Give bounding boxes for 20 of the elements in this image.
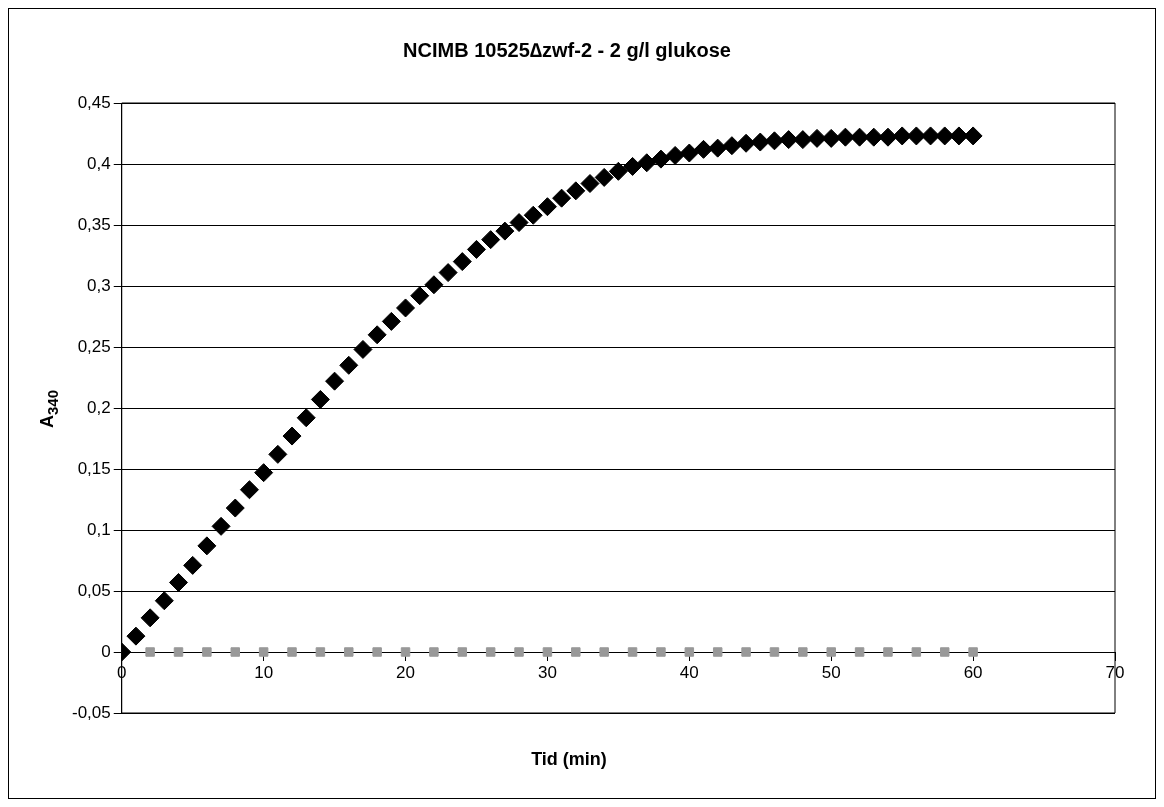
y-tick-label: 0,2: [87, 397, 111, 417]
x-tick-label: 40: [679, 662, 699, 682]
x-tick-label: 30: [537, 662, 557, 682]
chart-title: NCIMB 10525∆zwf-2 - 2 g/l glukose: [403, 38, 731, 61]
y-tick-label: 0,1: [87, 519, 111, 539]
y-tick-label: 0,05: [77, 580, 111, 600]
y-tick-label: 0,15: [77, 458, 111, 478]
y-tick-label: -0,05: [72, 702, 111, 722]
y-tick-label: 0,45: [77, 92, 111, 112]
y-tick-label: 0,4: [87, 153, 111, 173]
x-tick-label: 10: [254, 662, 274, 682]
y-tick-label: 0: [101, 641, 111, 661]
x-axis-title: Tid (min): [531, 749, 607, 770]
y-tick-label: 0,25: [77, 336, 111, 356]
x-tick-label: 50: [821, 662, 841, 682]
x-tick-label: 70: [1105, 662, 1125, 682]
y-tick-label: 0,3: [87, 275, 111, 295]
x-tick-label: 60: [963, 662, 983, 682]
x-tick-label: 20: [396, 662, 415, 682]
y-tick-label: 0,35: [77, 214, 111, 234]
